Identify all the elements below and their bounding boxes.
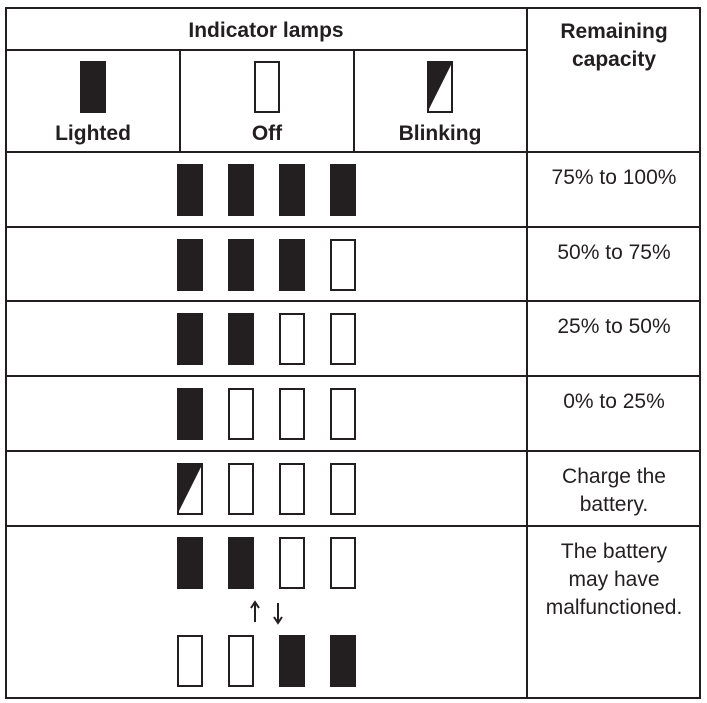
lamp-off [177,635,203,687]
lamp-off [228,635,254,687]
legend-lighted: Lighted [55,122,131,145]
table-grid [5,7,701,699]
lamp-blink-fill [427,61,453,113]
lamp-off [330,537,356,589]
remaining-capacity: 75% to 100% [552,166,677,189]
lamp-off [279,463,305,515]
lamp-off [330,313,356,365]
lamp-off [228,388,254,440]
alternation-arrows [250,600,283,625]
lamp-lighted [177,537,203,589]
lamp-lighted [228,239,254,291]
lamp-off [279,388,305,440]
header-indicator: Indicator lamps [188,19,343,42]
legend-off: Off [252,122,283,145]
remaining-capacity: 0% to 25% [563,390,665,413]
lamp-off [330,388,356,440]
table-border [5,7,701,699]
lamp-lighted [177,239,203,291]
lamp-off [279,537,305,589]
lamp-lighted [80,61,106,113]
remaining-capacity: battery. [580,493,648,516]
remaining-capacity: malfunctioned. [546,596,683,619]
lamp-blink-fill [177,463,203,515]
lamp-lighted [228,537,254,589]
lamp-lighted [177,164,203,216]
lamp-off [228,463,254,515]
remaining-capacity: Charge the [562,465,666,488]
remaining-capacity: The battery [561,540,668,563]
lamp-off [279,313,305,365]
lamp-lighted [177,388,203,440]
header-capacity: Remaining [560,20,667,43]
legend-blinking: Blinking [399,122,482,145]
header-capacity: capacity [572,48,656,71]
lamp-lighted [330,164,356,216]
lamp-lighted [279,164,305,216]
lamp-lighted [279,239,305,291]
lamp-off [330,239,356,291]
lamp-lighted [177,313,203,365]
remaining-capacity: 25% to 50% [557,315,670,338]
lamp-lighted [228,313,254,365]
remaining-capacity: 50% to 75% [557,241,670,264]
remaining-capacity: may have [568,568,659,591]
lamp-lighted [228,164,254,216]
lamp-lighted [330,635,356,687]
lamp-lighted [279,635,305,687]
lamp-off [330,463,356,515]
lamp-off [254,61,280,113]
